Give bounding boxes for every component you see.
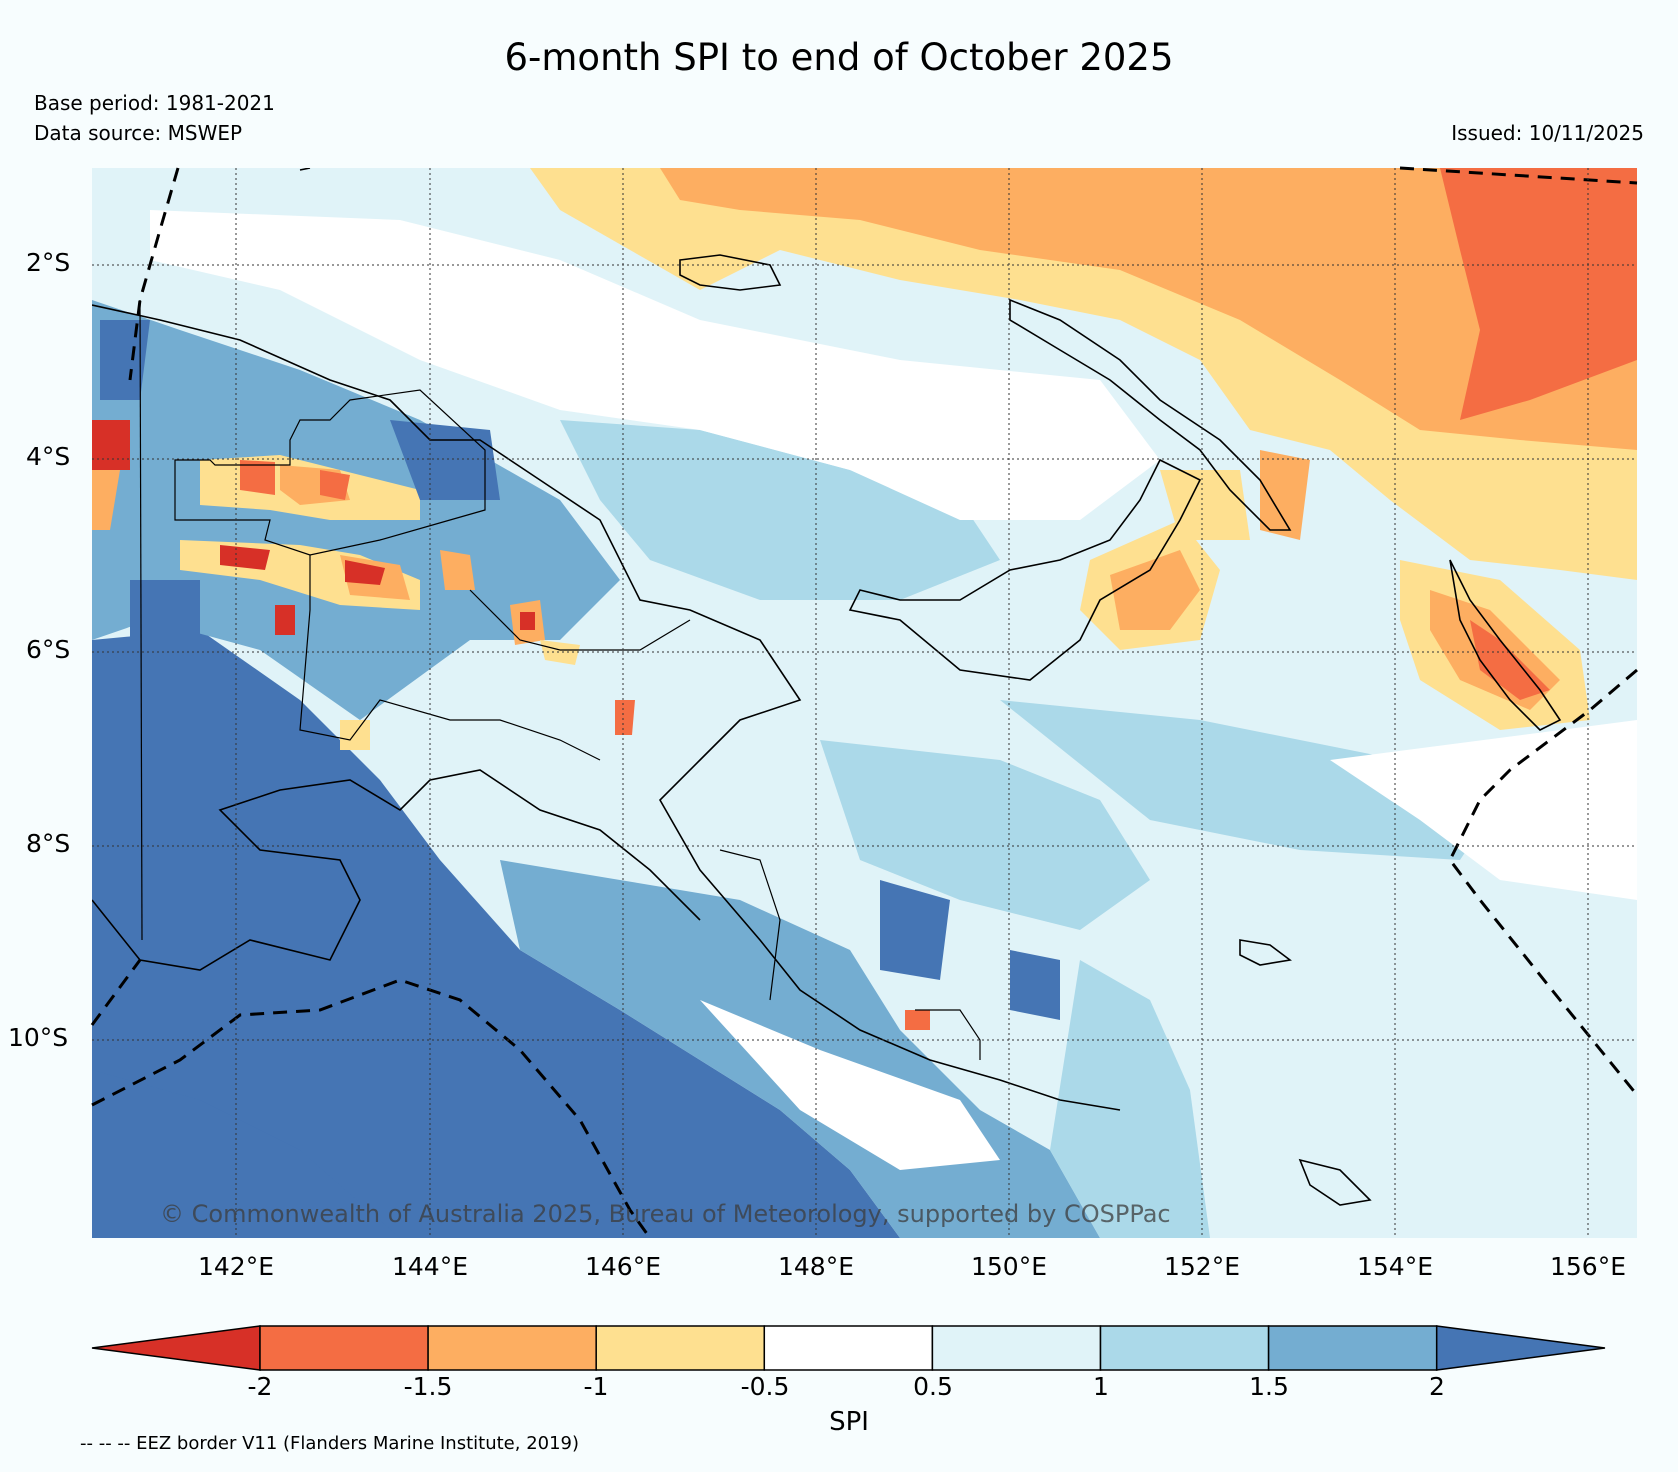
lon-label-144e: 144°E xyxy=(391,1252,469,1281)
coastlines xyxy=(92,168,1562,1206)
colorbar-segment xyxy=(1099,1325,1270,1371)
colorbar-tick-label: -2 xyxy=(247,1372,273,1401)
colorbar-segment xyxy=(259,1325,429,1371)
colorbar-tick-label: 0.5 xyxy=(913,1372,953,1401)
lon-label-146e: 146°E xyxy=(584,1252,662,1281)
lon-label-156e: 156°E xyxy=(1549,1252,1627,1281)
lat-label-8s: 8°S xyxy=(26,829,71,858)
lat-label-2s: 2°S xyxy=(26,248,71,277)
colorbar-segment xyxy=(1267,1325,1438,1371)
colorbar-extend-high xyxy=(1435,1325,1606,1371)
colorbar-segment xyxy=(763,1325,934,1371)
colorbar-tick-label: -1.5 xyxy=(403,1372,453,1401)
data-source: Data source: MSWEP xyxy=(34,121,243,145)
colorbar-extend-low xyxy=(91,1325,261,1371)
colorbar-segment xyxy=(931,1325,1102,1371)
lon-label-148e: 148°E xyxy=(777,1252,855,1281)
colorbar-segment xyxy=(595,1325,766,1371)
eez-footnote: -- -- -- EEZ border V11 (Flanders Marine… xyxy=(80,1433,580,1454)
colorbar-tick-label: 2 xyxy=(1429,1372,1445,1401)
graticule xyxy=(92,168,1637,1238)
lat-label-6s: 6°S xyxy=(26,635,71,664)
colorbar-segment xyxy=(427,1325,597,1371)
lon-label-150e: 150°E xyxy=(970,1252,1048,1281)
lat-label-4s: 4°S xyxy=(26,442,71,471)
colorbar xyxy=(91,1325,1606,1371)
map-area xyxy=(92,168,1637,1238)
lon-label-154e: 154°E xyxy=(1356,1252,1434,1281)
map-title: 6-month SPI to end of October 2025 xyxy=(504,36,1174,79)
borders xyxy=(139,299,981,1060)
lon-label-152e: 152°E xyxy=(1163,1252,1241,1281)
lon-label-142e: 142°E xyxy=(197,1252,275,1281)
colorbar-tick-label: -1 xyxy=(583,1372,609,1401)
colorbar-tick-label: 1 xyxy=(1093,1372,1109,1401)
colorbar-title: SPI xyxy=(829,1407,869,1437)
copyright-notice: © Commonwealth of Australia 2025, Bureau… xyxy=(160,1200,1171,1228)
lat-label-10s: 10°S xyxy=(8,1023,69,1052)
colorbar-tick-label: -0.5 xyxy=(740,1372,790,1401)
issued-date: Issued: 10/11/2025 xyxy=(1451,121,1644,145)
base-period: Base period: 1981-2021 xyxy=(34,91,275,115)
colorbar-tick-label: 1.5 xyxy=(1249,1372,1289,1401)
